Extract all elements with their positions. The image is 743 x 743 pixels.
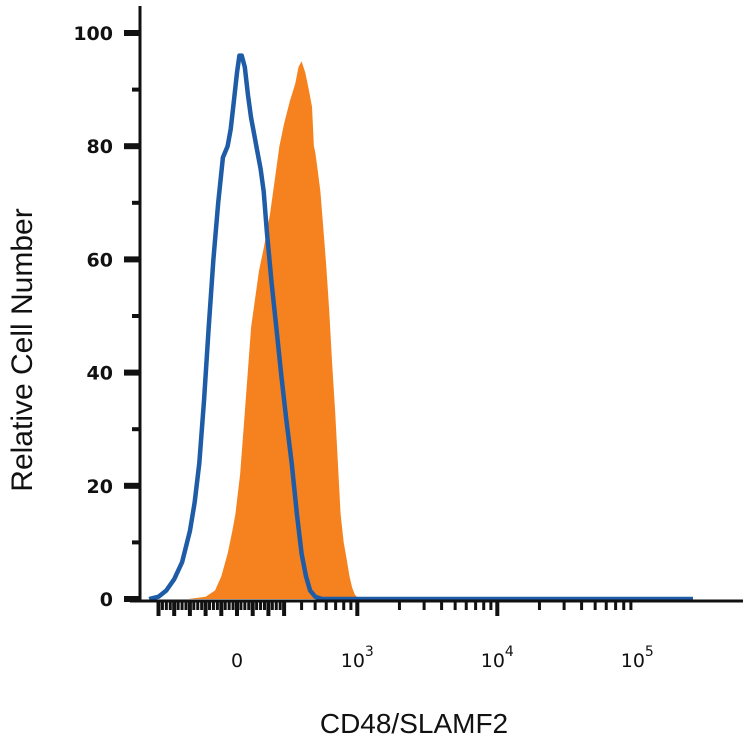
y-tick-label: 0 (100, 589, 113, 611)
x-tick-label: 105 (621, 644, 654, 672)
y-axis-label: Relative Cell Number (6, 208, 39, 491)
y-axis-ticks: 0 20 40 60 80 100 (73, 23, 140, 611)
x-tick-label: 0 (231, 650, 243, 672)
y-tick-label: 80 (87, 136, 113, 158)
x-tick-label: 103 (341, 644, 374, 672)
y-tick-label: 20 (87, 476, 113, 498)
x-tick-label: 104 (481, 644, 514, 672)
x-axis-label: CD48/SLAMF2 (320, 708, 508, 739)
x-axis-ticks (156, 601, 633, 616)
y-tick-label: 60 (87, 249, 113, 271)
x-axis-tick-labels: 0 103 104 105 (231, 644, 654, 672)
y-tick-label: 40 (87, 363, 113, 385)
plot-area (148, 53, 693, 602)
outline-histogram-series (148, 53, 693, 602)
y-tick-label: 100 (73, 23, 113, 45)
